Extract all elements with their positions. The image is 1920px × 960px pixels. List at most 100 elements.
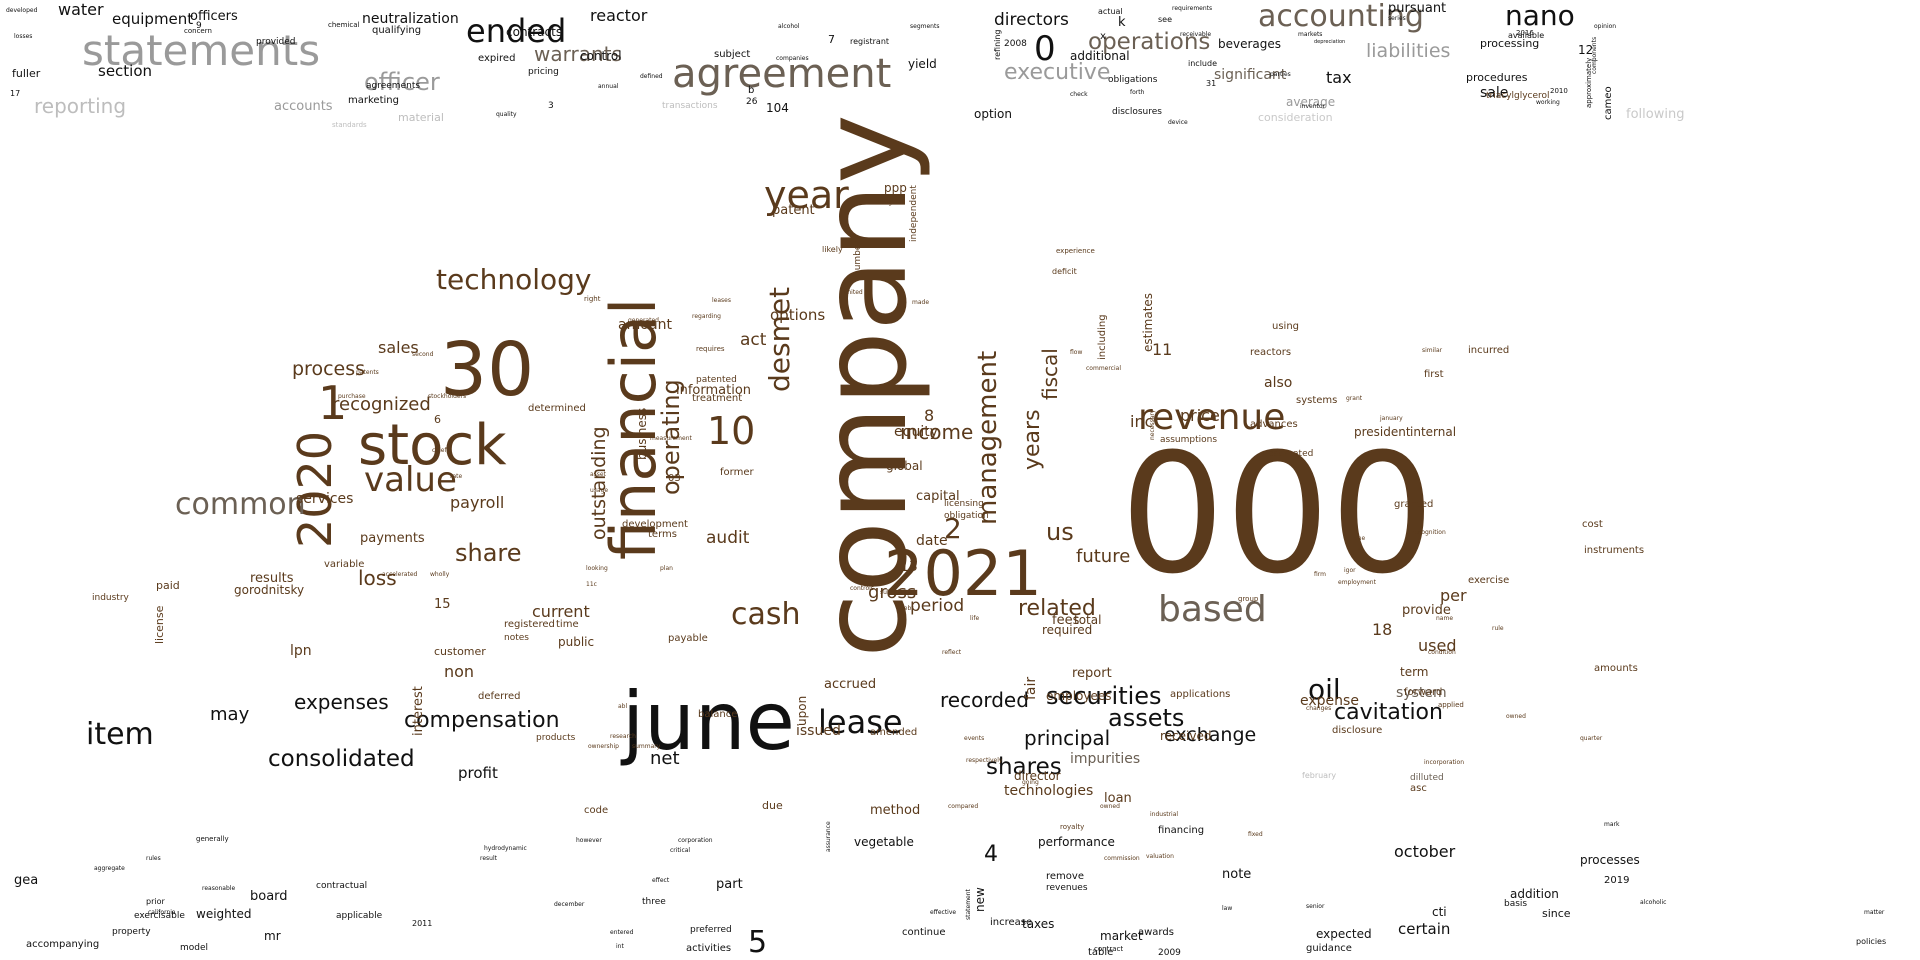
word: registrant	[850, 37, 890, 46]
word: payable	[668, 633, 708, 644]
word: reactor	[590, 6, 648, 25]
word: payroll	[450, 493, 505, 512]
word: process	[292, 358, 366, 380]
word: controls	[850, 585, 874, 592]
word: cavitation	[1334, 700, 1443, 725]
word: quarter	[1580, 735, 1603, 742]
word: markets	[1298, 31, 1323, 38]
word: accompanying	[26, 939, 100, 950]
word: ended	[466, 12, 567, 50]
word: amended	[870, 727, 918, 738]
word: qualifying	[372, 25, 422, 36]
word: remove	[1046, 871, 1084, 882]
word: 10	[707, 409, 756, 453]
word: deficit	[1052, 267, 1077, 276]
word: defined	[640, 73, 663, 80]
word: warrants	[534, 42, 622, 66]
word: non	[444, 662, 475, 681]
word: compared	[948, 803, 979, 810]
word: cost	[1582, 519, 1603, 530]
word: act	[740, 330, 767, 350]
word: sale	[1480, 85, 1509, 101]
word: basis	[1504, 899, 1528, 909]
word: equipment	[112, 10, 194, 28]
word: annual	[598, 83, 619, 90]
word: developed	[6, 7, 38, 14]
word: components	[1591, 36, 1598, 74]
word: assets	[1108, 704, 1185, 732]
word: oil	[1308, 673, 1341, 706]
word: prior	[146, 897, 165, 906]
word: applicable	[336, 911, 383, 921]
word: recognized	[332, 394, 431, 415]
word: market	[1100, 929, 1143, 943]
word: director	[1014, 769, 1061, 783]
word: generally	[196, 835, 229, 843]
word: valuation	[1146, 853, 1174, 860]
word: pursuant	[1388, 1, 1447, 16]
word: marketing	[348, 95, 399, 106]
word: 9	[196, 21, 202, 31]
word: public	[558, 635, 595, 649]
word: outstanding	[588, 426, 610, 540]
word: rate	[450, 473, 463, 480]
word: technologies	[1004, 783, 1094, 799]
word: hydrodynamic	[484, 845, 527, 852]
word: exchange	[1164, 724, 1257, 746]
word: required	[1042, 623, 1093, 637]
word: equity	[894, 424, 939, 440]
word: total	[1074, 613, 1102, 627]
word: pricing	[528, 67, 559, 77]
word: commission	[1104, 855, 1140, 862]
word: available	[1508, 31, 1545, 40]
word: changes	[1306, 705, 1332, 712]
word: industry	[92, 593, 129, 603]
word: estimated	[1268, 449, 1314, 459]
word: options	[770, 306, 826, 324]
word: first	[1424, 369, 1444, 380]
word: losses	[14, 33, 33, 40]
word: directors	[994, 10, 1069, 30]
word: made	[912, 299, 930, 306]
word: assurance	[825, 821, 832, 852]
word: upon	[795, 695, 809, 726]
word: advances	[1250, 419, 1298, 430]
word: disclosures	[1112, 107, 1162, 117]
word: 7	[828, 33, 835, 46]
word: 1	[318, 376, 348, 430]
word: licensing	[944, 499, 984, 509]
word: grant	[1346, 395, 1363, 402]
word: income	[900, 420, 974, 444]
word: issued	[796, 723, 841, 739]
word: expired	[478, 53, 516, 64]
word: measurement	[650, 435, 692, 442]
word: policies	[1856, 937, 1887, 946]
word: 17	[10, 89, 21, 98]
word: obligation	[944, 511, 989, 521]
word: segments	[910, 23, 940, 30]
word: senior	[1306, 903, 1325, 910]
word: board	[250, 889, 288, 904]
word: officers	[190, 9, 238, 24]
word: rule	[1492, 625, 1504, 632]
word: guidance	[1306, 943, 1352, 954]
word: 2019	[1604, 875, 1630, 886]
word: dilluted	[1410, 773, 1444, 783]
word: compensation	[404, 708, 560, 733]
word: expense	[1300, 693, 1359, 709]
word: audit	[706, 528, 750, 548]
word: designed	[876, 199, 904, 206]
word: summary	[632, 743, 661, 750]
word: series	[1388, 15, 1406, 22]
word: based	[1158, 589, 1267, 630]
word: igor	[1344, 567, 1356, 574]
word: loan	[1104, 791, 1132, 806]
word: mark	[1604, 821, 1620, 828]
word: check	[1070, 91, 1088, 98]
word: independent	[909, 185, 919, 242]
word: plan	[660, 565, 673, 572]
word: x	[1100, 31, 1106, 42]
word: aggregate	[94, 865, 125, 872]
word: events	[964, 735, 985, 742]
